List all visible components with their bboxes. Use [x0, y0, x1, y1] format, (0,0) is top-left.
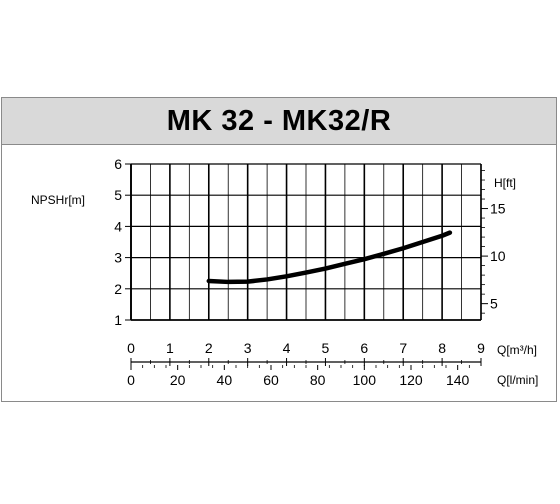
x-tick-label-lpm: 140	[446, 372, 470, 388]
y-axis-label-left: NPSHr[m]	[31, 193, 85, 207]
title-bar: MK 32 - MK32/R	[2, 98, 556, 145]
x-axis-label-bottom: Q[l/min]	[497, 373, 538, 387]
x-tick-label-lpm: 100	[353, 372, 377, 388]
y-tick-label: 2	[114, 281, 122, 297]
x-tick-label-lpm: 0	[127, 372, 135, 388]
y-tick-label: 6	[114, 156, 122, 172]
x-tick-label-m3h: 4	[283, 340, 291, 356]
x-tick-label-m3h: 7	[399, 340, 407, 356]
x-axis-label-top: Q[m³/h]	[497, 343, 537, 357]
y-right-tick-label: 5	[490, 296, 498, 312]
x-tick-label-m3h: 0	[127, 340, 135, 356]
y-tick-label: 3	[114, 250, 122, 266]
x-tick-label-m3h: 2	[205, 340, 213, 356]
x-tick-label-m3h: 6	[360, 340, 368, 356]
y-tick-label: 4	[114, 218, 122, 234]
series-layer	[206, 230, 453, 285]
y-tick-label: 1	[114, 312, 122, 328]
chart-title: MK 32 - MK32/R	[166, 104, 392, 137]
x-tick-label-lpm: 20	[170, 372, 186, 388]
npshr-curve	[206, 230, 453, 285]
x-tick-label-m3h: 3	[244, 340, 252, 356]
y-right-tick-label: 10	[490, 248, 506, 264]
x-tick-label-m3h: 8	[438, 340, 446, 356]
x-tick-label-lpm: 60	[263, 372, 279, 388]
y-tick-label: 5	[114, 187, 122, 203]
x-tick-label-m3h: 5	[322, 340, 330, 356]
x-tick-label-m3h: 9	[477, 340, 485, 356]
x-tick-label-lpm: 80	[310, 372, 326, 388]
x-tick-label-lpm: 120	[399, 372, 423, 388]
y-axis-label-right: H[ft]	[494, 176, 516, 190]
x-tick-label-m3h: 1	[166, 340, 174, 356]
chart-frame: MK 32 - MK32/R	[1, 97, 557, 402]
x-tick-label-lpm: 40	[217, 372, 233, 388]
y-right-tick-label: 15	[490, 201, 506, 217]
